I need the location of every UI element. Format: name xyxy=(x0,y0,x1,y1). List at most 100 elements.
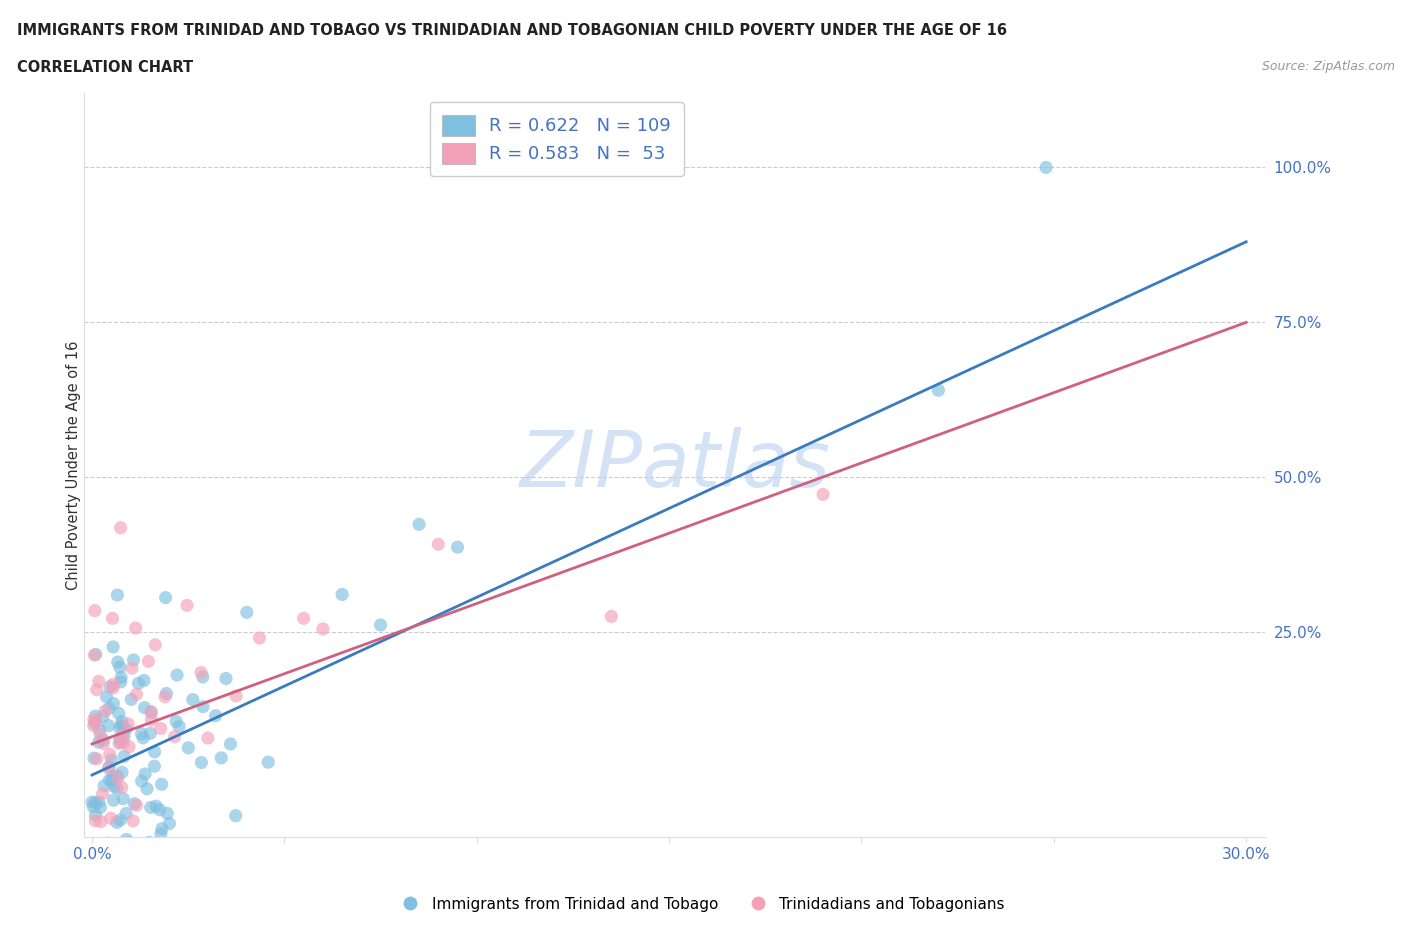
Point xyxy=(143,637,166,652)
Point xyxy=(139,800,162,815)
Point xyxy=(86,844,108,858)
Point xyxy=(105,815,128,830)
Point xyxy=(107,706,129,721)
Point xyxy=(204,709,226,724)
Legend: Immigrants from Trinidad and Tobago, Trinidadians and Tobagonians: Immigrants from Trinidad and Tobago, Tri… xyxy=(395,891,1011,918)
Point xyxy=(93,837,115,852)
Point xyxy=(134,700,156,715)
Point xyxy=(96,864,118,879)
Point xyxy=(100,811,122,826)
Point xyxy=(89,723,111,737)
Point xyxy=(190,755,212,770)
Point xyxy=(110,813,132,828)
Point xyxy=(83,718,105,733)
Legend: R = 0.622   N = 109, R = 0.583   N =  53: R = 0.622 N = 109, R = 0.583 N = 53 xyxy=(430,102,683,177)
Point xyxy=(110,718,132,733)
Point xyxy=(84,647,107,662)
Point xyxy=(82,794,104,809)
Point xyxy=(249,631,271,645)
Point xyxy=(103,697,125,711)
Point xyxy=(131,726,153,741)
Point xyxy=(115,722,138,737)
Point xyxy=(330,587,353,602)
Point xyxy=(115,851,138,866)
Point xyxy=(103,779,125,794)
Point xyxy=(156,806,179,821)
Point xyxy=(105,780,128,795)
Point xyxy=(101,681,124,696)
Point xyxy=(111,728,134,743)
Point xyxy=(101,773,124,788)
Point xyxy=(145,799,167,814)
Point xyxy=(100,752,122,767)
Point xyxy=(105,768,128,783)
Point xyxy=(84,807,107,822)
Point xyxy=(191,699,214,714)
Point xyxy=(219,737,242,751)
Point xyxy=(108,659,131,674)
Point xyxy=(93,736,115,751)
Point xyxy=(163,729,186,744)
Point xyxy=(84,714,107,729)
Point xyxy=(157,816,180,830)
Point xyxy=(110,670,132,684)
Point xyxy=(153,689,176,704)
Point xyxy=(122,814,145,829)
Point xyxy=(107,771,129,786)
Point xyxy=(97,761,120,776)
Point xyxy=(139,726,162,741)
Point xyxy=(312,621,335,636)
Point xyxy=(86,683,108,698)
Text: ZIPatlas: ZIPatlas xyxy=(519,427,831,503)
Text: IMMIGRANTS FROM TRINIDAD AND TOBAGO VS TRINIDADIAN AND TOBAGONIAN CHILD POVERTY : IMMIGRANTS FROM TRINIDAD AND TOBAGO VS T… xyxy=(17,23,1007,38)
Point xyxy=(96,689,118,704)
Point xyxy=(117,899,139,914)
Point xyxy=(96,868,118,883)
Point xyxy=(125,686,148,701)
Point xyxy=(89,727,111,742)
Point xyxy=(136,781,159,796)
Point xyxy=(111,764,134,779)
Point xyxy=(107,847,129,862)
Point xyxy=(155,686,177,701)
Point xyxy=(155,591,177,605)
Point xyxy=(101,611,124,626)
Point xyxy=(110,735,132,750)
Point xyxy=(177,740,200,755)
Point xyxy=(1035,160,1057,175)
Point xyxy=(149,827,172,842)
Point xyxy=(118,835,141,850)
Point xyxy=(225,688,247,703)
Point xyxy=(122,653,145,668)
Point xyxy=(112,735,135,750)
Point xyxy=(90,841,112,856)
Point xyxy=(98,773,121,788)
Point xyxy=(91,786,114,801)
Point xyxy=(166,668,188,683)
Point xyxy=(93,778,115,793)
Point xyxy=(112,791,135,806)
Point xyxy=(167,719,190,734)
Point xyxy=(98,747,121,762)
Y-axis label: Child Poverty Under the Age of 16: Child Poverty Under the Age of 16 xyxy=(66,340,80,590)
Point xyxy=(292,611,315,626)
Point xyxy=(811,487,834,502)
Point xyxy=(87,674,110,689)
Point xyxy=(84,795,107,810)
Point xyxy=(138,654,160,669)
Point xyxy=(110,674,132,689)
Point xyxy=(149,721,172,736)
Point xyxy=(86,751,108,766)
Point xyxy=(118,739,141,754)
Point xyxy=(97,836,120,851)
Point xyxy=(141,705,163,720)
Point xyxy=(190,665,212,680)
Point xyxy=(87,735,110,750)
Point xyxy=(120,692,142,707)
Point xyxy=(108,736,131,751)
Point xyxy=(446,539,468,554)
Point xyxy=(87,795,110,810)
Point xyxy=(112,749,135,764)
Point xyxy=(101,770,124,785)
Point xyxy=(97,718,120,733)
